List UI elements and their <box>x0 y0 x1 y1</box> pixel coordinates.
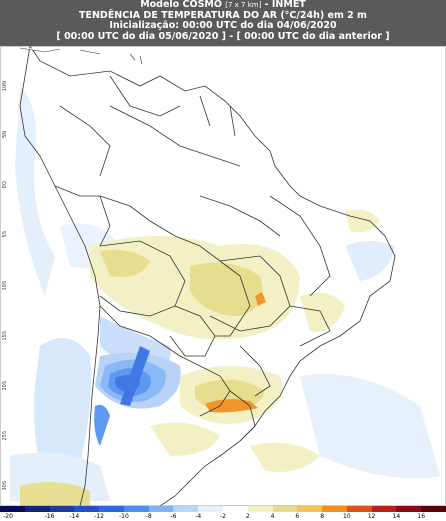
border-venezuela <box>109 75 181 117</box>
colorbar-segment <box>421 506 446 512</box>
caribbean-islands <box>19 47 143 65</box>
island-antilles <box>129 53 143 65</box>
border-brazil-north <box>109 105 241 167</box>
colorbar-tick-label: 8 <box>320 513 325 520</box>
colorbar-segment <box>396 506 422 512</box>
border-colombia <box>59 105 111 177</box>
latitude-label: EQ <box>2 181 8 189</box>
latitude-label: 15S <box>2 331 8 341</box>
island-cuba <box>19 47 61 53</box>
latitude-label: 5S <box>2 231 8 238</box>
colorbar-tick-label: 12 <box>367 513 376 520</box>
colorbar-segment <box>0 506 26 512</box>
model-resolution: [7 x 7 km] <box>225 1 262 9</box>
colorbar-segment <box>148 506 174 512</box>
border-brazil-states-2 <box>215 275 251 337</box>
colorbar-tick-label: 4 <box>270 513 275 520</box>
west-coastline <box>19 46 101 506</box>
latitude-label: 10S <box>2 281 8 291</box>
color-scale-bar: -20 -16 -14 -12 -10 -8 -6 -4 -2 2 4 6 8 10 12 14 16 <box>0 506 446 521</box>
map-header: Modelo COSMO [7 x 7 km] - INMET TENDÊNCI… <box>0 0 446 46</box>
border-bolivia <box>99 240 186 317</box>
colorbar-tick-label: -2 <box>220 513 226 520</box>
warming-hotspot-1 <box>255 292 266 306</box>
country-borders <box>19 46 396 506</box>
cooling-streak <box>120 346 150 406</box>
colorbar-tick-label: -16 <box>44 513 55 520</box>
colorbar-segment <box>322 506 348 512</box>
warming-central-core <box>190 262 263 316</box>
border-brazil-states-3 <box>289 305 331 347</box>
south-america-map <box>0 46 446 506</box>
warming-east-coast <box>300 292 345 332</box>
colorbar-segment <box>223 506 249 512</box>
colorbar-segment <box>24 506 51 512</box>
colorbar-segment <box>247 506 274 512</box>
warming-areas <box>20 209 380 506</box>
border-paraguay <box>169 305 216 357</box>
colorbar-segment <box>346 506 373 512</box>
colorbar-tick-label: -20 <box>3 513 13 520</box>
cooling-south-tip <box>94 404 110 446</box>
colorbar-tick-label: 16 <box>417 513 426 520</box>
model-source: - INMET <box>264 0 306 10</box>
colorbar-segment <box>49 506 75 512</box>
cooling-pacific-north <box>15 86 55 296</box>
latitude-label: 20S <box>2 381 8 391</box>
colorbar-tick-label: 14 <box>392 513 401 520</box>
border-uruguay <box>229 390 256 442</box>
valid-period: [ 00:00 UTC do dia 05/06/2020 ] - [ 00:0… <box>56 30 390 42</box>
border-peru <box>54 185 111 247</box>
colorbar-segment <box>123 506 150 512</box>
variable-title: TENDÊNCIA DE TEMPERATURA DO AR (°C/24h) … <box>79 9 367 21</box>
warming-far-south <box>20 482 90 506</box>
warming-patagonia <box>250 442 320 472</box>
colorbar-segment <box>173 506 199 512</box>
colorbar-tick-label: -8 <box>145 513 152 520</box>
colorbar-segment <box>74 506 100 512</box>
colorbar-segment <box>371 506 397 512</box>
latitude-label: 5N <box>2 131 8 138</box>
colorbar-tick-label: 2 <box>245 513 250 520</box>
warming-bolivia <box>100 249 150 277</box>
warming-southern-fields <box>150 422 220 456</box>
colorbar-segment <box>99 506 125 512</box>
border-brazil-states-5 <box>199 195 281 237</box>
cooling-northeast-coast <box>345 241 395 281</box>
colorbar-tick-label: -10 <box>118 513 129 520</box>
border-brazil-states-4 <box>269 195 331 297</box>
colorbar-tick-label: -4 <box>195 513 202 520</box>
warming-northeast <box>345 209 380 233</box>
colorbar-tick-label: 10 <box>343 513 351 520</box>
colorbar-segment <box>198 506 224 512</box>
colorbar-tick-label: -6 <box>170 513 177 520</box>
border-argentina <box>99 305 231 417</box>
colorbar-tick-label: 6 <box>295 513 300 520</box>
island-hispaniola <box>79 49 101 55</box>
model-name: Modelo COSMO <box>140 0 222 10</box>
latitude-label: 10N <box>2 81 8 92</box>
colorbar-tick-label: -12 <box>94 513 105 520</box>
latitude-label: 30S <box>2 481 8 491</box>
latitude-label: 25S <box>2 431 8 441</box>
colorbar-segment <box>297 506 323 512</box>
border-guianas <box>199 95 236 137</box>
initialization-time: Inicialização: 00:00 UTC do dia 04/06/20… <box>109 20 337 31</box>
colorbar-segment <box>272 506 298 512</box>
border-brazil-states-6 <box>239 345 271 397</box>
model-title-line: Modelo COSMO [7 x 7 km] - INMET <box>0 0 446 11</box>
colorbar-tick-label: -14 <box>69 513 80 520</box>
cooling-south-atlantic <box>300 374 440 479</box>
